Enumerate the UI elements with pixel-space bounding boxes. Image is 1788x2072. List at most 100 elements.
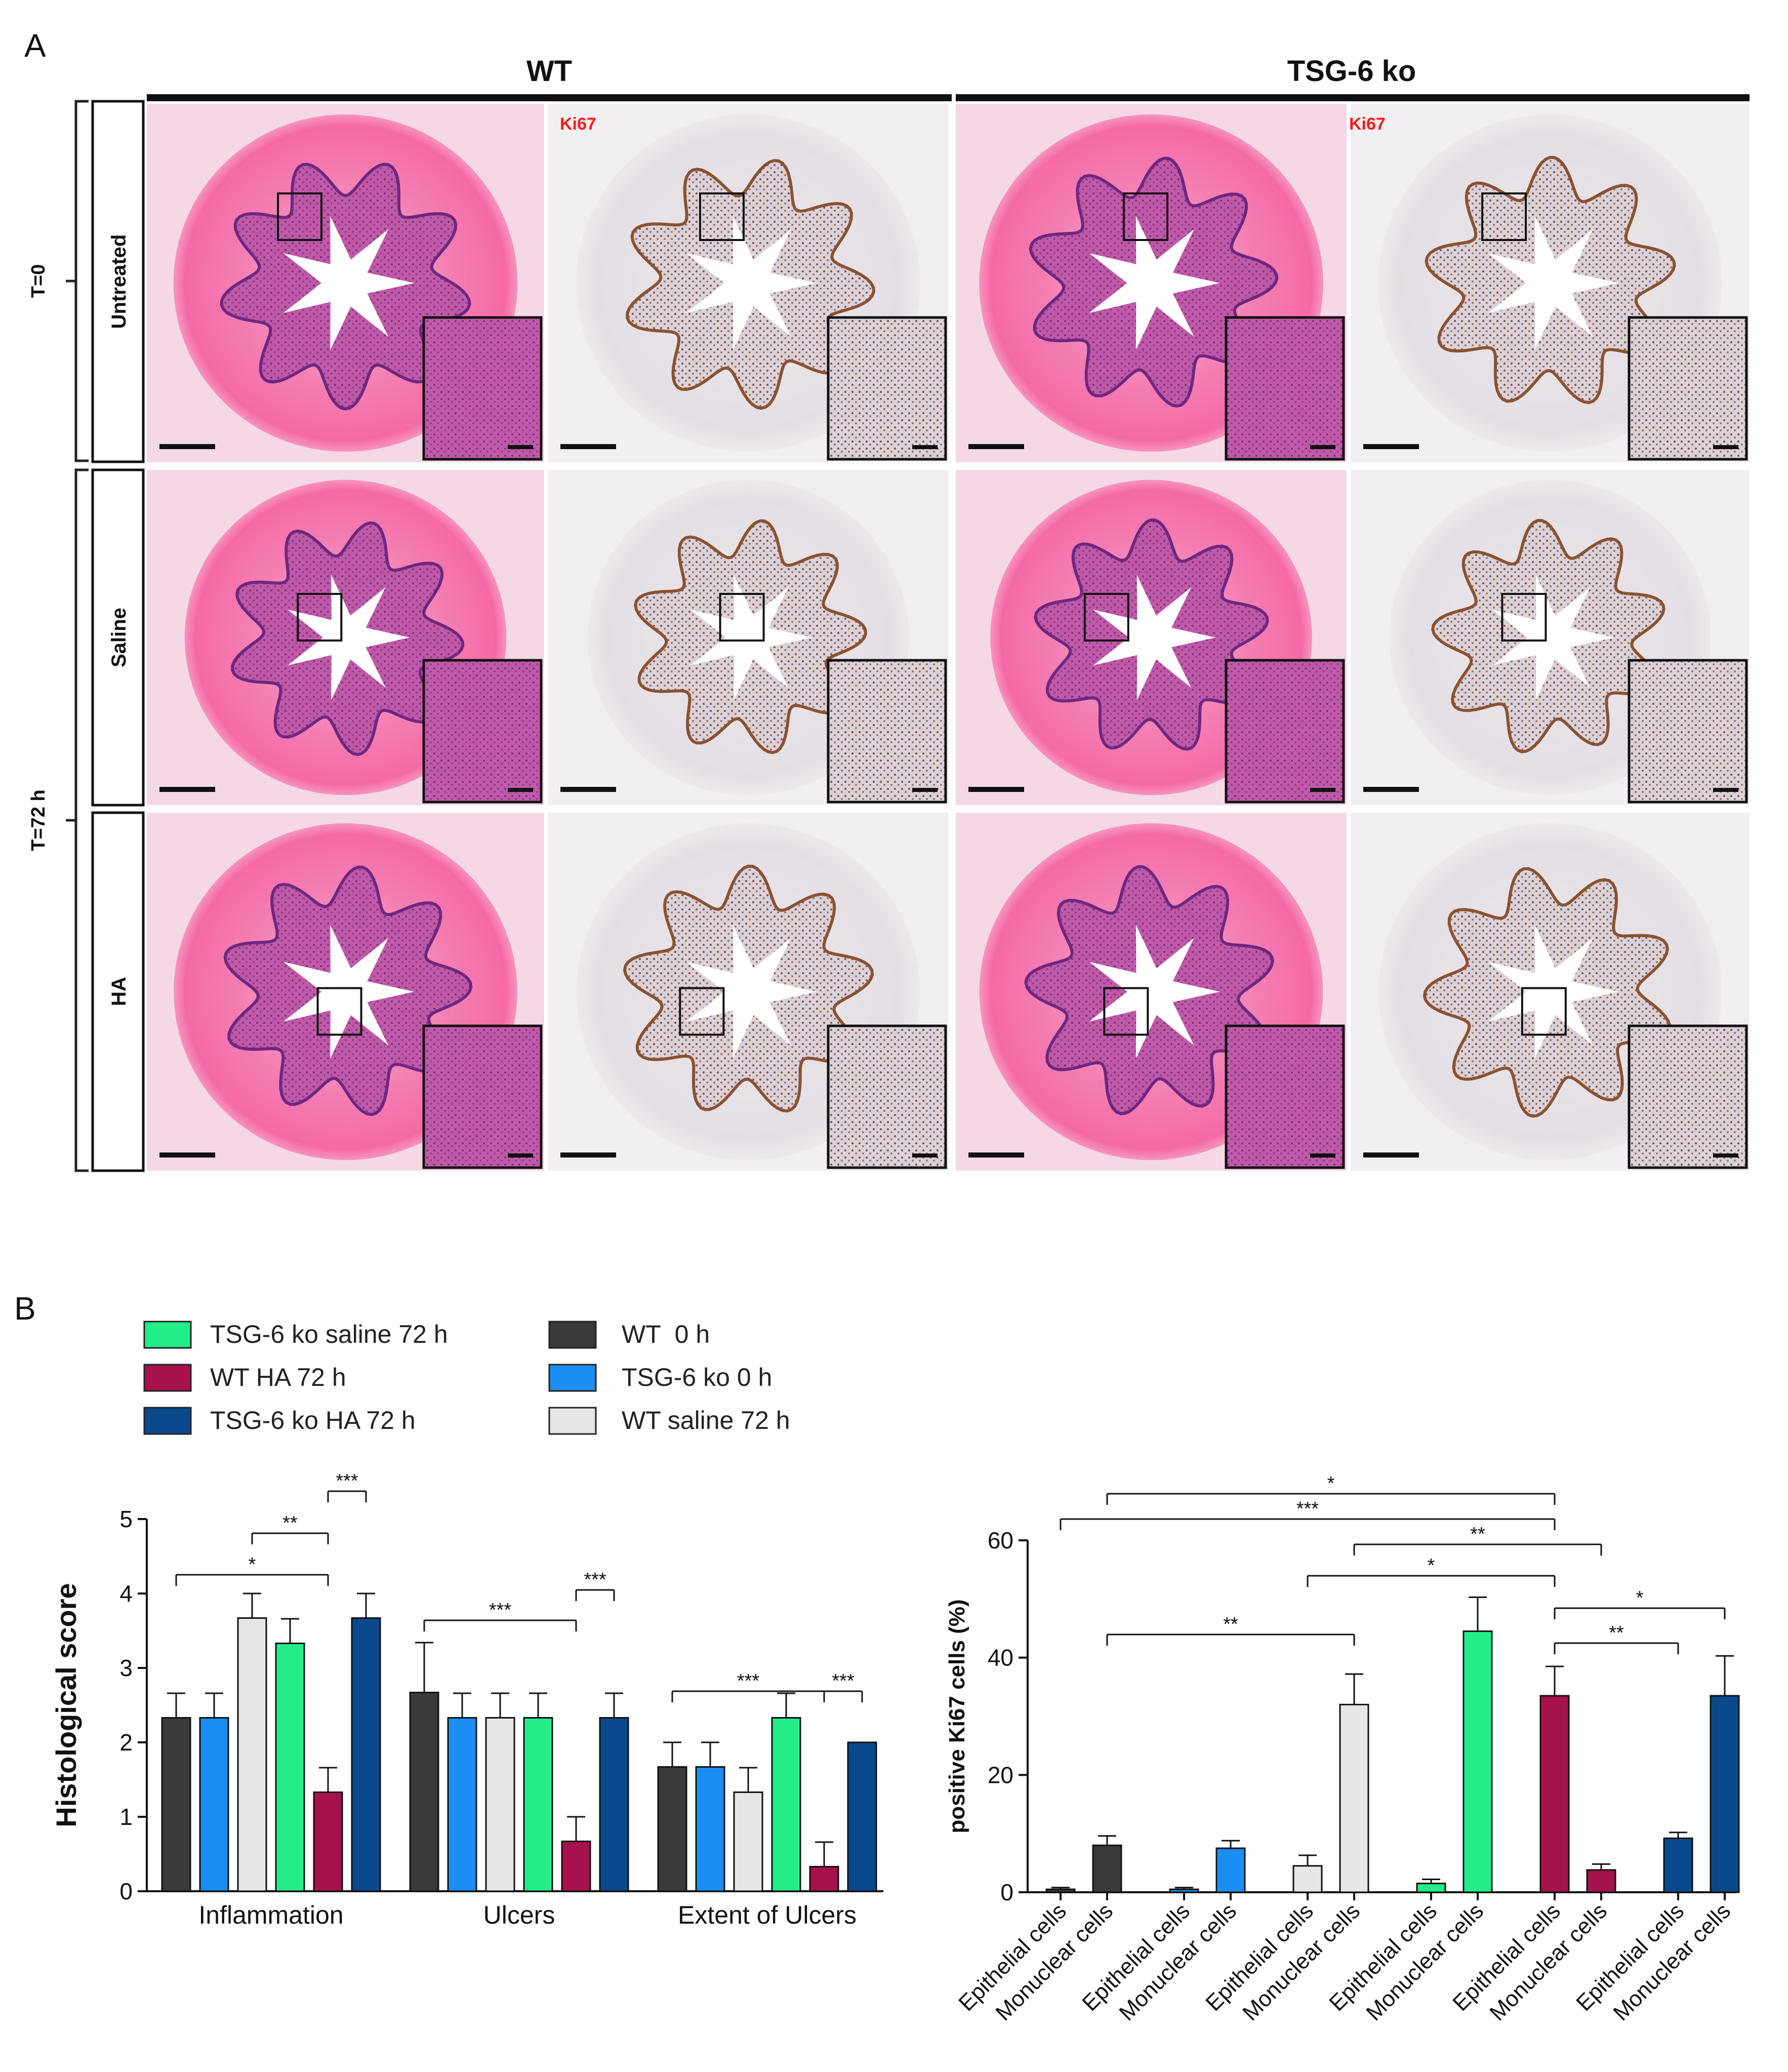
y-tick-label: 60: [988, 1527, 1013, 1553]
lumen: [1089, 216, 1220, 350]
zoom-inset: [827, 659, 947, 804]
bar: [695, 1766, 725, 1892]
row-label-saline: Saline: [108, 608, 130, 667]
inset-scale-bar: [508, 445, 533, 449]
y-tick-label: 40: [988, 1645, 1013, 1671]
micrograph-tile: [1351, 813, 1750, 1171]
inset-scale-bar: [1310, 788, 1335, 792]
bar: [351, 1617, 381, 1892]
scale-bar: [159, 1152, 215, 1158]
inset-scale-bar: [912, 788, 938, 792]
zoom-inset: [1628, 316, 1748, 461]
time-bracket-t0: [74, 100, 89, 462]
y-tick-label: 3: [119, 1655, 133, 1681]
inset-scale-bar: [1713, 1153, 1738, 1158]
bar: [1092, 1844, 1122, 1893]
bar: [771, 1717, 801, 1892]
x-category-label: Ulcers: [483, 1901, 555, 1929]
micrograph-tile: [147, 470, 544, 805]
y-tick-label: 0: [119, 1878, 133, 1904]
inset-scale-bar: [1713, 788, 1738, 792]
bar: [1292, 1865, 1323, 1893]
bar: [1462, 1630, 1493, 1893]
roi-box: [1083, 592, 1129, 642]
micrograph-tile: [1351, 470, 1750, 805]
roi-box: [1122, 192, 1168, 241]
scale-bar: [159, 787, 215, 792]
column-header-wt: WT: [526, 55, 572, 88]
significance-label: **: [1223, 1614, 1238, 1635]
scale-bar: [968, 787, 1024, 792]
zoom-inset: [1225, 659, 1345, 804]
zoom-inset: [1628, 1024, 1748, 1169]
micrograph-tile: [956, 104, 1347, 462]
bar: [809, 1865, 839, 1892]
scale-bar: [159, 444, 215, 449]
scale-bar: [560, 1152, 616, 1158]
column-header-tsg6ko: TSG-6 ko: [1287, 55, 1416, 88]
scale-bar: [1363, 444, 1419, 449]
inset-scale-bar: [1310, 1153, 1335, 1158]
row-box-untreated: [91, 100, 145, 463]
inset-scale-bar: [508, 1153, 533, 1158]
roi-box: [1103, 987, 1149, 1036]
zoom-inset: [422, 316, 543, 461]
y-tick-label: 0: [1000, 1879, 1013, 1905]
scale-bar: [1363, 1152, 1419, 1158]
bar: [1586, 1869, 1616, 1893]
bar: [237, 1617, 267, 1892]
roi-box: [277, 192, 323, 241]
stain-label-ki67-tsg6ko: Ki67: [1349, 114, 1386, 134]
micrograph-tile: [1351, 104, 1750, 462]
significance-label: *: [1327, 1473, 1335, 1494]
row-box-ha: [91, 811, 145, 1172]
micrograph-tile: [147, 813, 544, 1171]
bar: [485, 1717, 515, 1892]
legend-swatch: [143, 1364, 192, 1392]
bar: [409, 1692, 439, 1892]
time-label-t0: T=0: [28, 264, 49, 298]
zoom-inset: [827, 316, 947, 461]
lumen: [1089, 925, 1220, 1059]
histological-score-chart: 0 1 2 3 4 5 Histological score Inflammation Ulce…: [50, 1470, 883, 1929]
y-tick-label: 2: [119, 1729, 133, 1756]
lumen: [686, 216, 817, 350]
legend-item-wt-saline-72h: WT saline 72 h: [548, 1406, 790, 1435]
legend-label: WT 0 h: [622, 1320, 710, 1348]
scale-bar: [560, 787, 616, 792]
zoom-inset: [1225, 1024, 1345, 1169]
bar: [1169, 1888, 1199, 1893]
scale-bar: [560, 444, 616, 449]
roi-box: [1501, 592, 1547, 642]
legend-label: TSG-6 ko 0 h: [622, 1363, 772, 1391]
lumen: [1488, 216, 1619, 350]
bar: [1539, 1695, 1570, 1893]
bar: [161, 1717, 191, 1892]
legend-label: TSG-6 ko HA 72 h: [210, 1406, 416, 1435]
legend-swatch: [143, 1407, 192, 1435]
y-tick-label: 20: [988, 1762, 1013, 1788]
legend-item-wt-ha-72h: WT HA 72 h: [143, 1363, 346, 1392]
zoom-inset: [1628, 659, 1748, 804]
y-axis-label: positive Ki67 cells (%): [945, 1599, 969, 1833]
roi-box: [1521, 987, 1567, 1036]
row-label-ha: HA: [108, 977, 130, 1006]
bar: [1339, 1703, 1369, 1893]
significance-label: **: [282, 1512, 298, 1534]
bar: [1215, 1847, 1246, 1893]
legend-swatch: [548, 1364, 597, 1392]
scale-bar: [968, 444, 1024, 449]
lumen: [288, 575, 410, 700]
significance-label: *: [1428, 1555, 1435, 1576]
inset-scale-bar: [508, 788, 533, 792]
legend-item-wt-0h: WT 0 h: [548, 1320, 710, 1349]
legend-label: WT HA 72 h: [210, 1363, 346, 1391]
significance-label: **: [1470, 1524, 1485, 1545]
micrograph-tile: [956, 813, 1347, 1171]
bar: [657, 1766, 687, 1892]
lumen: [1093, 575, 1216, 700]
x-category-label: Extent of Ulcers: [678, 1901, 857, 1929]
bar: [561, 1841, 591, 1892]
inset-scale-bar: [912, 1153, 938, 1158]
